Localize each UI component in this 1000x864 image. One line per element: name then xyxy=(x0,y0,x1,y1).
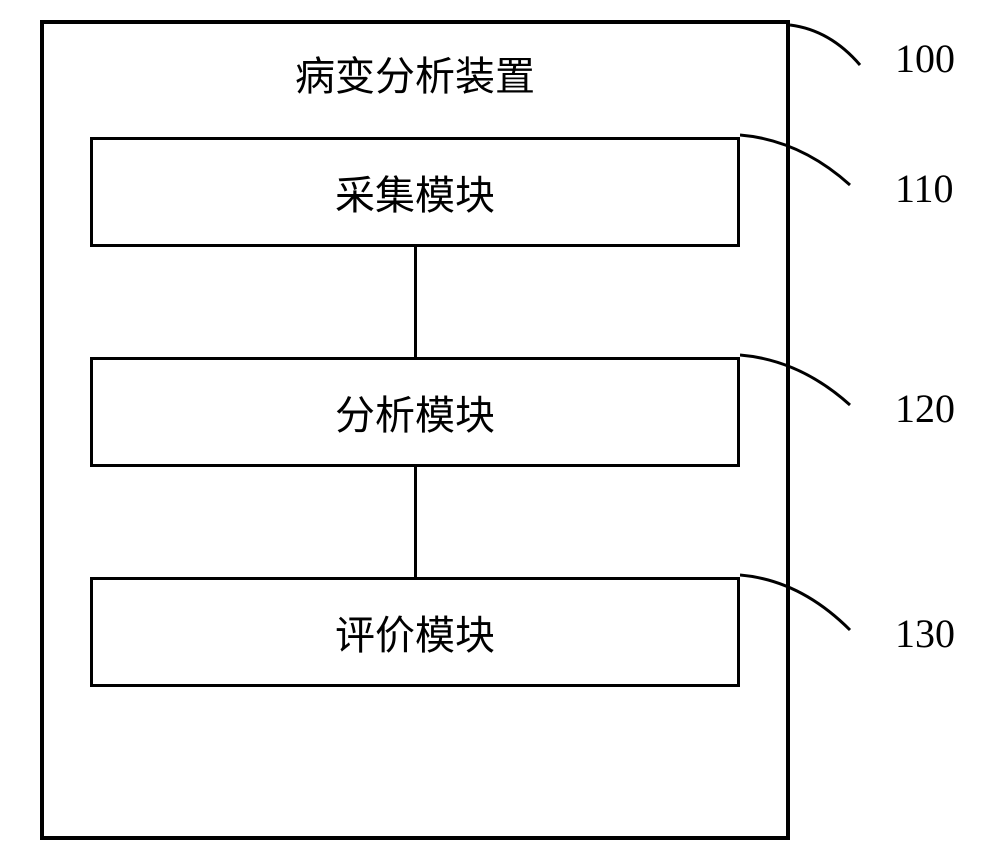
label-130: 130 xyxy=(895,610,955,657)
diagram-container: 病变分析装置 采集模块 分析模块 评价模块 xyxy=(40,20,790,840)
module-collection: 采集模块 xyxy=(90,137,740,247)
callout-line-130 xyxy=(740,570,900,645)
label-120: 120 xyxy=(895,385,955,432)
module-collection-label: 采集模块 xyxy=(335,163,495,221)
module-analysis: 分析模块 xyxy=(90,357,740,467)
module-evaluation: 评价模块 xyxy=(90,577,740,687)
label-100: 100 xyxy=(895,35,955,82)
callout-line-100 xyxy=(790,20,900,80)
callout-line-120 xyxy=(740,350,900,420)
connector-2 xyxy=(414,467,417,577)
connector-1 xyxy=(414,247,417,357)
diagram-title: 病变分析装置 xyxy=(44,44,786,102)
module-analysis-label: 分析模块 xyxy=(335,383,495,441)
module-evaluation-label: 评价模块 xyxy=(335,603,495,661)
callout-line-110 xyxy=(740,130,900,200)
label-110: 110 xyxy=(895,165,954,212)
